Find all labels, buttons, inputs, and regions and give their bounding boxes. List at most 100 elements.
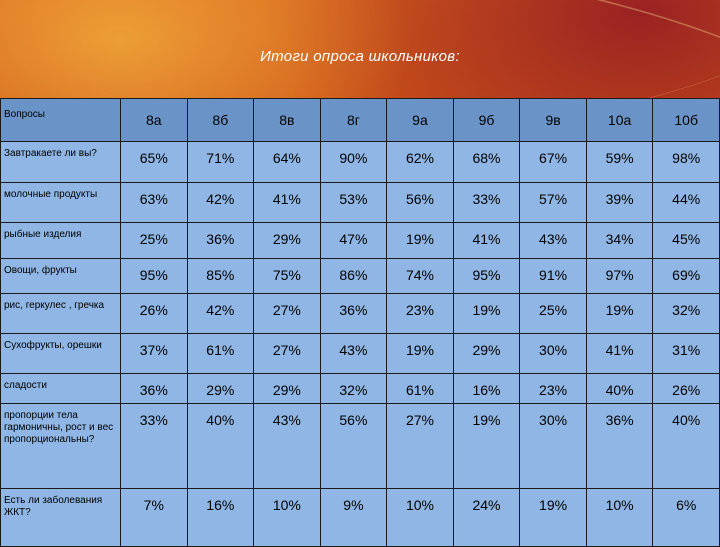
percent-cell: 29% bbox=[253, 222, 321, 259]
percent-cell: 42% bbox=[186, 182, 255, 223]
question-cell: пропорции тела гармоничны, рост и вес пр… bbox=[0, 403, 121, 489]
percent-cell: 40% bbox=[585, 373, 654, 404]
percent-cell: 40% bbox=[186, 403, 255, 489]
percent-cell: 41% bbox=[253, 182, 321, 223]
question-cell: рыбные изделия bbox=[0, 222, 121, 259]
percent-cell: 56% bbox=[319, 403, 388, 489]
header-class: 10а bbox=[585, 98, 654, 142]
percent-cell: 19% bbox=[585, 293, 654, 334]
percent-cell: 7% bbox=[120, 488, 188, 547]
percent-cell: 34% bbox=[585, 222, 654, 259]
percent-cell: 53% bbox=[319, 182, 388, 223]
percent-cell: 56% bbox=[386, 182, 454, 223]
header-class: 8а bbox=[120, 98, 188, 142]
percent-cell: 57% bbox=[519, 182, 587, 223]
percent-cell: 10% bbox=[386, 488, 454, 547]
question-cell: молочные продукты bbox=[0, 182, 121, 223]
percent-cell: 26% bbox=[120, 293, 188, 334]
percent-cell: 10% bbox=[253, 488, 321, 547]
percent-cell: 19% bbox=[386, 222, 454, 259]
percent-cell: 23% bbox=[519, 373, 587, 404]
percent-cell: 30% bbox=[519, 403, 587, 489]
percent-cell: 61% bbox=[186, 333, 255, 374]
percent-cell: 27% bbox=[253, 333, 321, 374]
percent-cell: 43% bbox=[253, 403, 321, 489]
percent-cell: 19% bbox=[386, 333, 454, 374]
percent-cell: 98% bbox=[652, 141, 720, 183]
header-class: 8г bbox=[319, 98, 388, 142]
percent-cell: 63% bbox=[120, 182, 188, 223]
percent-cell: 23% bbox=[386, 293, 454, 334]
table-row: молочные продукты 63% 42% 41% 53% 56% 33% 57% 39… bbox=[0, 182, 720, 223]
percent-cell: 19% bbox=[519, 488, 587, 547]
table-row: рыбные изделия 25% 36% 29% 47% 19% 41% 43% 34% 45… bbox=[0, 222, 720, 259]
percent-cell: 39% bbox=[585, 182, 654, 223]
percent-cell: 90% bbox=[319, 141, 388, 183]
percent-cell: 40% bbox=[652, 403, 720, 489]
percent-cell: 27% bbox=[253, 293, 321, 334]
percent-cell: 62% bbox=[386, 141, 454, 183]
percent-cell: 33% bbox=[452, 182, 521, 223]
header-class: 8в bbox=[253, 98, 321, 142]
percent-cell: 36% bbox=[585, 403, 654, 489]
percent-cell: 31% bbox=[652, 333, 720, 374]
survey-table: Вопросы 8а 8б 8в 8г 9а 9б 9в 10а 10б Зав… bbox=[0, 98, 720, 547]
percent-cell: 86% bbox=[319, 258, 388, 294]
percent-cell: 47% bbox=[319, 222, 388, 259]
percent-cell: 69% bbox=[652, 258, 720, 294]
percent-cell: 37% bbox=[120, 333, 188, 374]
percent-cell: 59% bbox=[585, 141, 654, 183]
percent-cell: 25% bbox=[519, 293, 587, 334]
percent-cell: 71% bbox=[186, 141, 255, 183]
table-row: Овощи, фрукты 95% 85% 75% 86% 74% 95% 91% 97% 69% bbox=[0, 258, 720, 294]
percent-cell: 29% bbox=[253, 373, 321, 404]
percent-cell: 36% bbox=[319, 293, 388, 334]
percent-cell: 44% bbox=[652, 182, 720, 223]
header-class: 9а bbox=[386, 98, 454, 142]
header-class: 8б bbox=[186, 98, 255, 142]
slide-title: Итоги опроса школьников: bbox=[260, 48, 460, 65]
question-cell: рис, геркулес , гречка bbox=[0, 293, 121, 334]
percent-cell: 6% bbox=[652, 488, 720, 547]
table-header-row: Вопросы 8а 8б 8в 8г 9а 9б 9в 10а 10б bbox=[0, 98, 720, 142]
percent-cell: 42% bbox=[186, 293, 255, 334]
percent-cell: 10% bbox=[585, 488, 654, 547]
percent-cell: 75% bbox=[253, 258, 321, 294]
percent-cell: 95% bbox=[120, 258, 188, 294]
percent-cell: 64% bbox=[253, 141, 321, 183]
question-cell: Есть ли заболевания ЖКТ? bbox=[0, 488, 121, 547]
percent-cell: 24% bbox=[452, 488, 521, 547]
percent-cell: 16% bbox=[186, 488, 255, 547]
question-cell: Завтракаете ли вы? bbox=[0, 141, 121, 183]
percent-cell: 33% bbox=[120, 403, 188, 489]
table-row: Есть ли заболевания ЖКТ? 7% 16% 10% 9% 10% 24%… bbox=[0, 488, 720, 547]
percent-cell: 19% bbox=[452, 403, 521, 489]
header-class: 9б bbox=[452, 98, 521, 142]
percent-cell: 68% bbox=[452, 141, 521, 183]
percent-cell: 91% bbox=[519, 258, 587, 294]
percent-cell: 25% bbox=[120, 222, 188, 259]
percent-cell: 95% bbox=[452, 258, 521, 294]
table-row: Сухофрукты, орешки 37% 61% 27% 43% 19% 29% 30% 4… bbox=[0, 333, 720, 374]
question-cell: Овощи, фрукты bbox=[0, 258, 121, 294]
table-row: пропорции тела гармоничны, рост и вес пр… bbox=[0, 403, 720, 489]
percent-cell: 29% bbox=[186, 373, 255, 404]
percent-cell: 41% bbox=[585, 333, 654, 374]
table-row: рис, геркулес , гречка 26% 42% 27% 36% 23% 19%… bbox=[0, 293, 720, 334]
percent-cell: 43% bbox=[319, 333, 388, 374]
percent-cell: 85% bbox=[186, 258, 255, 294]
table-row: сладости 36% 29% 29% 32% 61% 16% 23% 40% 26% bbox=[0, 373, 720, 404]
percent-cell: 45% bbox=[652, 222, 720, 259]
header-class: 10б bbox=[652, 98, 720, 142]
percent-cell: 27% bbox=[386, 403, 454, 489]
percent-cell: 16% bbox=[452, 373, 521, 404]
percent-cell: 32% bbox=[652, 293, 720, 334]
percent-cell: 43% bbox=[519, 222, 587, 259]
header-class: 9в bbox=[519, 98, 587, 142]
percent-cell: 32% bbox=[319, 373, 388, 404]
question-cell: сладости bbox=[0, 373, 121, 404]
percent-cell: 9% bbox=[319, 488, 388, 547]
percent-cell: 29% bbox=[452, 333, 521, 374]
header-questions: Вопросы bbox=[0, 98, 121, 142]
percent-cell: 36% bbox=[186, 222, 255, 259]
